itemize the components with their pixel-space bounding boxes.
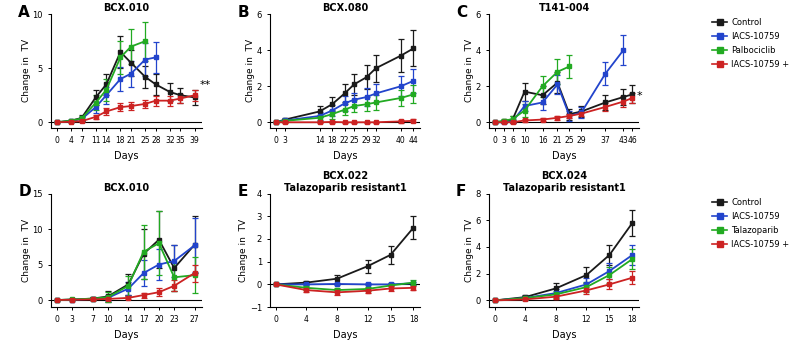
Y-axis label: Change in  TV: Change in TV [465,219,474,282]
Title: BCX.022
Talazoparib resistant1: BCX.022 Talazoparib resistant1 [284,171,407,193]
Title: BCX.024
Talazoparib resistant1: BCX.024 Talazoparib resistant1 [502,171,626,193]
Title: BCX.010: BCX.010 [103,183,149,193]
Text: *: * [637,91,642,101]
Y-axis label: Change in  TV: Change in TV [239,219,248,282]
Text: F: F [456,185,466,199]
Legend: Control, IACS-10759, Talazoparib, IACS-10759 + Talazoparib: Control, IACS-10759, Talazoparib, IACS-1… [712,198,790,249]
Text: B: B [237,5,249,20]
Title: BCX.080: BCX.080 [322,3,368,13]
Legend: Control, IACS-10759, Palbociclib, IACS-10759 + Palbociclib: Control, IACS-10759, Palbociclib, IACS-1… [712,18,790,69]
Text: A: A [18,5,30,20]
Title: T141-004: T141-004 [539,3,590,13]
X-axis label: Days: Days [333,330,358,340]
Title: BCX.010: BCX.010 [103,3,149,13]
Text: E: E [237,185,247,199]
X-axis label: Days: Days [552,151,577,161]
X-axis label: Days: Days [333,151,358,161]
Text: D: D [18,185,31,199]
Text: C: C [456,5,467,20]
Y-axis label: Change in  TV: Change in TV [465,39,474,102]
X-axis label: Days: Days [115,330,139,340]
Y-axis label: Change in  TV: Change in TV [22,219,31,282]
X-axis label: Days: Days [115,151,139,161]
Text: **: ** [200,79,211,90]
X-axis label: Days: Days [552,330,577,340]
Y-axis label: Change in  TV: Change in TV [246,39,255,102]
Y-axis label: Change in  TV: Change in TV [22,39,31,102]
